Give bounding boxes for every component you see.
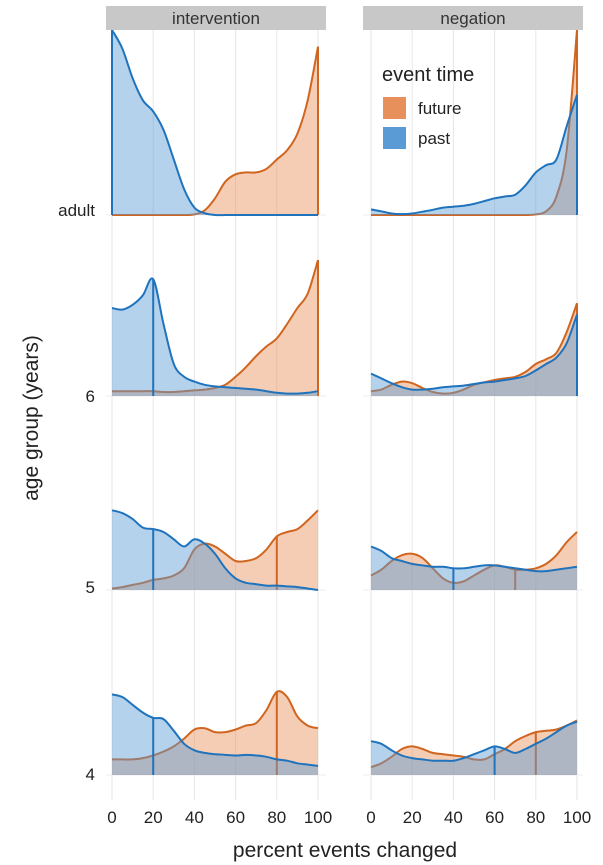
past-density-area — [371, 94, 577, 215]
y-tick-label-adult: adult — [58, 201, 95, 220]
facet-strip-negation — [363, 6, 583, 30]
past-density-area — [112, 30, 318, 216]
gridlines — [106, 30, 583, 800]
future-density-line — [370, 719, 578, 769]
density-ridges — [111, 29, 578, 775]
future-density-area — [112, 46, 318, 216]
ridge-negation-4 — [370, 719, 578, 775]
facet-strip-intervention — [106, 6, 326, 30]
past-density-line — [370, 314, 578, 391]
y-axis-title: age group (years) — [20, 335, 43, 501]
ridge-negation-5 — [370, 531, 578, 590]
x-tick-label-intervention-40: 40 — [185, 808, 204, 827]
x-tick-label-intervention-0: 0 — [107, 808, 116, 827]
past-density-line — [111, 29, 318, 217]
past-density-area — [371, 721, 577, 775]
ridge-intervention-4 — [111, 690, 319, 775]
x-tick-label-intervention-80: 80 — [267, 808, 286, 827]
past-density-area — [371, 546, 577, 590]
future-density-area — [112, 510, 318, 590]
facet-label-negation: negation — [440, 9, 505, 28]
legend-label-future: future — [418, 99, 461, 118]
legend-title: event time — [382, 64, 474, 86]
legend-swatch-past — [383, 127, 406, 149]
past-density-line — [370, 720, 578, 762]
facet-label-intervention: intervention — [172, 9, 260, 28]
x-tick-label-intervention-20: 20 — [144, 808, 163, 827]
x-tick-label-negation-60: 60 — [485, 808, 504, 827]
past-density-line — [370, 545, 578, 573]
x-axis-title: percent events changed — [233, 839, 457, 862]
legend-swatch-future — [383, 97, 406, 119]
past-density-area — [112, 510, 318, 590]
ridge-intervention-adult — [111, 29, 319, 217]
legend-label-past: past — [418, 129, 450, 148]
x-tick-label-intervention-100: 100 — [304, 808, 332, 827]
past-density-area — [112, 694, 318, 775]
y-tick-label-6: 6 — [86, 387, 95, 406]
x-tick-labels: 0 20 40 60 80 100 0 20 40 60 80 100 — [107, 808, 591, 827]
x-tick-label-intervention-60: 60 — [226, 808, 245, 827]
past-density-line — [111, 509, 319, 591]
x-tick-label-negation-0: 0 — [366, 808, 375, 827]
past-density-line — [111, 693, 319, 767]
y-tick-label-4: 4 — [86, 765, 95, 784]
ridge-intervention-5 — [111, 509, 319, 591]
future-density-line — [112, 690, 319, 761]
x-tick-label-negation-80: 80 — [526, 808, 545, 827]
future-density-line — [111, 509, 319, 590]
past-density-area — [371, 314, 577, 396]
x-tick-label-negation-20: 20 — [403, 808, 422, 827]
past-density-line — [111, 277, 319, 395]
ridge-negation-adult — [370, 29, 578, 217]
ridge-negation-6 — [370, 302, 578, 396]
future-density-line — [112, 259, 319, 394]
ridge-intervention-6 — [111, 259, 319, 396]
future-density-line — [112, 46, 319, 217]
future-density-line — [370, 531, 578, 584]
past-density-area — [112, 278, 318, 396]
future-density-area — [371, 720, 577, 775]
past-density-line — [370, 94, 578, 216]
future-density-area — [371, 532, 577, 590]
y-tick-label-5: 5 — [86, 578, 95, 597]
x-tick-label-negation-40: 40 — [444, 808, 463, 827]
future-density-area — [112, 260, 318, 396]
x-tick-label-negation-100: 100 — [563, 808, 591, 827]
legend: event time future past — [382, 64, 474, 149]
